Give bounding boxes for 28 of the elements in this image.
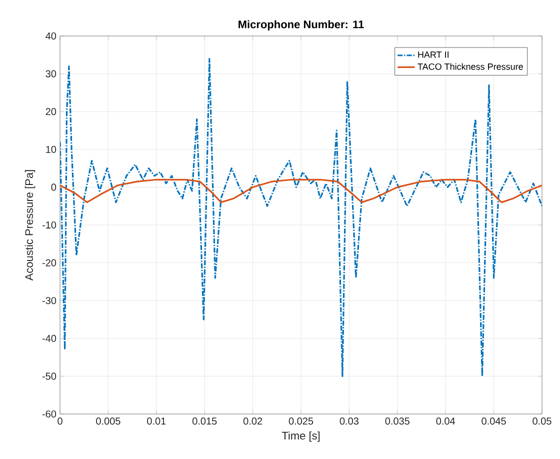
y-tick-label: -40: [42, 334, 56, 342]
y-tick-label: -60: [42, 410, 56, 418]
x-tick-label: 0.015: [192, 418, 217, 425]
x-tick-label: 0.02: [243, 418, 262, 425]
y-tick-label: 30: [46, 70, 56, 78]
y-tick-label: -10: [42, 221, 56, 229]
y-tick-label: 40: [46, 32, 56, 40]
chart-title: Microphone Number: 11: [238, 20, 364, 30]
legend-label: TACO Thickness Pressure: [418, 63, 523, 70]
y-tick-label: -20: [42, 259, 56, 266]
y-tick-label: 10: [46, 146, 56, 153]
x-tick-label: 0: [58, 418, 62, 425]
line-series: [60, 178, 542, 204]
x-tick-label: 0.005: [96, 418, 120, 425]
x-tick-label: 0.01: [147, 418, 166, 425]
x-tick-label: 0.05: [532, 418, 552, 425]
x-axis-title: Time [s]: [282, 431, 320, 442]
y-tick-label: -30: [42, 297, 56, 304]
legend-label: HART II: [418, 52, 448, 58]
x-tick-label: 0.035: [385, 418, 410, 425]
x-tick-label: 0.025: [288, 418, 314, 425]
y-tick-label: 20: [46, 108, 56, 116]
x-tick-label: 0.045: [482, 418, 506, 425]
y-tick-label: 0: [51, 184, 56, 191]
y-tick-label: -50: [42, 372, 56, 380]
x-tick-label: 0.03: [340, 418, 358, 425]
y-axis-title: Acoustic Pressure [Pa]: [24, 170, 36, 281]
x-tick-label: 0.04: [436, 418, 456, 425]
